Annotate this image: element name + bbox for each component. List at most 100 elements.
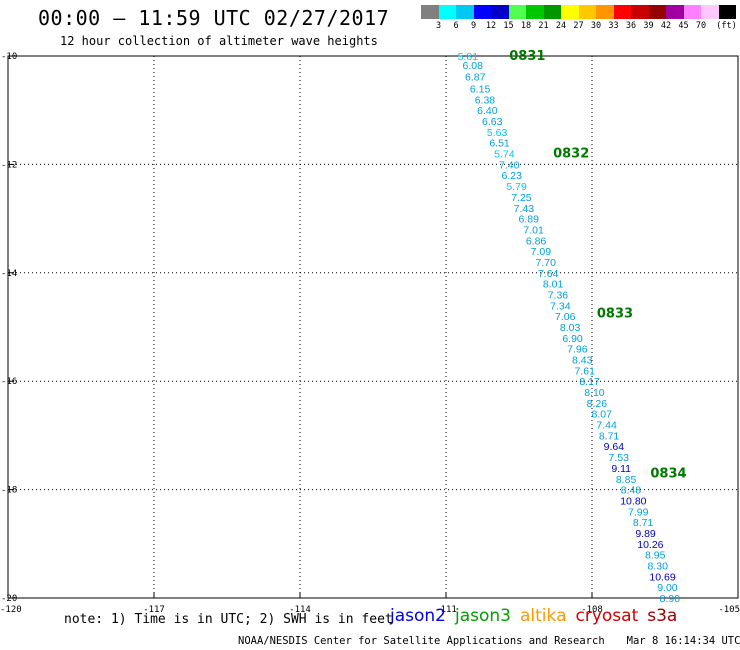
pass-id-label: 0834 xyxy=(650,466,686,481)
legend-swatch xyxy=(456,5,474,19)
wave-height-value: 7.09 xyxy=(531,246,552,258)
wave-height-value: 8.71 xyxy=(633,517,654,529)
legend-label: 6 xyxy=(453,21,459,31)
wave-height-value: 8.10 xyxy=(584,387,605,399)
wave-height-value: 6.15 xyxy=(470,84,491,96)
wave-height-value: 9.64 xyxy=(604,441,625,453)
y-tick-label: -14 xyxy=(1,269,17,279)
map-frame xyxy=(7,55,739,599)
y-tick-label: -10 xyxy=(1,52,17,62)
legend-label: 33 xyxy=(608,21,619,31)
legend-swatch xyxy=(421,5,439,19)
wave-height-value: 5.81 xyxy=(458,51,479,63)
wave-height-value: 5.74 xyxy=(494,149,515,161)
wave-height-value: 8.85 xyxy=(616,474,637,486)
wave-height-value: 6.08 xyxy=(463,60,484,72)
x-tick-label: -117 xyxy=(143,605,165,615)
color-legend-labels: 3 6 9 12 15 18 21 24 27 30 33 36 39 42 45 70 (ft) xyxy=(421,21,740,33)
legend-label: 70 xyxy=(695,21,707,31)
wave-height-value: 7.01 xyxy=(523,224,544,236)
legend-label: 15 xyxy=(503,21,514,31)
wave-height-value: 6.90 xyxy=(562,333,583,345)
y-tick-label: -18 xyxy=(1,486,17,496)
legend-label: 12 xyxy=(485,21,497,31)
wave-height-value: 6.89 xyxy=(519,214,540,226)
footer-credit: NOAA/NESDIS Center for Satellite Applica… xyxy=(238,635,605,647)
pass-id-label: 0833 xyxy=(597,306,633,321)
legend-label: 24 xyxy=(555,21,567,31)
legend-swatch xyxy=(526,5,544,19)
wave-height-value: 8.90 xyxy=(660,593,681,605)
legend-swatch xyxy=(561,5,579,19)
footer-timestamp: Mar 8 16:14:34 UTC 2017 xyxy=(626,635,740,647)
wave-height-value: 8.30 xyxy=(647,560,668,572)
wave-height-value: 8.26 xyxy=(587,398,608,410)
page-subtitle: 12 hour collection of altimeter wave hei… xyxy=(60,34,378,48)
wave-height-value: 7.25 xyxy=(511,192,532,204)
legend-swatch xyxy=(718,5,736,19)
legend-swatch xyxy=(683,5,701,19)
wave-height-value: 8.71 xyxy=(599,430,620,442)
wave-height-value: 6.40 xyxy=(477,105,498,117)
wave-height-value: 8.43 xyxy=(572,355,593,367)
legend-swatch xyxy=(473,5,491,19)
x-tick-label: -120 xyxy=(0,605,22,615)
satellite-jason3: jason3 xyxy=(455,606,511,626)
wave-height-value: 8.01 xyxy=(543,279,564,291)
legend-label: 3 xyxy=(435,21,442,31)
satellite-cryosat: cryosat xyxy=(575,606,639,626)
legend-swatch xyxy=(578,5,596,19)
y-tick-label: -12 xyxy=(1,160,17,170)
wave-height-value: 7.36 xyxy=(548,289,569,301)
wave-height-value: 8.17 xyxy=(579,376,600,388)
pass-id-label: 0831 xyxy=(509,49,545,64)
wave-height-value: 6.63 xyxy=(482,116,503,128)
wave-height-value: 7.44 xyxy=(596,420,617,432)
wave-height-value: 6.38 xyxy=(475,94,496,106)
legend-label: 36 xyxy=(625,21,637,31)
wave-height-value: 10.26 xyxy=(637,539,663,551)
legend-swatch xyxy=(613,5,631,19)
legend-swatch xyxy=(543,5,561,19)
footer: NOAA/NESDIS Center for Satellite Applica… xyxy=(238,635,740,647)
wave-height-value: 7.43 xyxy=(514,203,535,215)
wave-height-value: 10.80 xyxy=(620,495,646,507)
legend-label: 21 xyxy=(538,21,549,31)
satellite-s3a: s3a xyxy=(647,606,678,626)
wave-height-value: 8.48 xyxy=(621,485,642,497)
legend-label: 27 xyxy=(573,21,584,31)
legend-swatch xyxy=(508,5,526,19)
wave-height-value: 7.53 xyxy=(609,452,630,464)
wave-height-value: 7.96 xyxy=(567,344,588,356)
legend-swatch xyxy=(648,5,666,19)
wave-height-value: 9.00 xyxy=(657,582,678,594)
legend-label: 30 xyxy=(590,21,602,31)
satellite-jason2: jason2 xyxy=(390,606,446,626)
legend-label: 9 xyxy=(470,21,477,31)
wave-height-value: 8.07 xyxy=(592,409,613,421)
x-tick-label: -111 xyxy=(435,605,457,615)
wave-height-value: 7.40 xyxy=(499,159,520,171)
legend-label: (ft) xyxy=(716,21,737,31)
wave-height-value: 6.51 xyxy=(489,138,510,150)
x-tick-label: -114 xyxy=(289,605,311,615)
pass-id-label: 0832 xyxy=(553,147,589,162)
wave-height-value: 6.86 xyxy=(526,235,547,247)
wave-height-value: 8.03 xyxy=(560,322,581,334)
note-text: note: 1) Time is in UTC; 2) SWH is in fe… xyxy=(64,612,393,627)
legend-label: 42 xyxy=(660,21,672,31)
wave-height-value: 7.34 xyxy=(550,300,571,312)
legend-swatch xyxy=(631,5,649,19)
wave-height-value: 7.06 xyxy=(555,311,576,323)
legend-label: 45 xyxy=(678,21,689,31)
color-legend xyxy=(421,5,736,19)
page-title: 00:00 – 11:59 UTC 02/27/2017 xyxy=(38,6,390,30)
wave-height-value: 5.63 xyxy=(487,127,508,139)
satellite-legend: jason2 jason3 altika cryosat s3a xyxy=(390,606,686,626)
wave-height-value: 9.89 xyxy=(635,528,656,540)
wave-height-value: 8.95 xyxy=(645,550,666,562)
legend-swatch xyxy=(438,5,456,19)
wave-height-value: 7.70 xyxy=(536,257,557,269)
legend-swatch xyxy=(491,5,509,19)
x-tick-label: -105 xyxy=(718,605,740,615)
